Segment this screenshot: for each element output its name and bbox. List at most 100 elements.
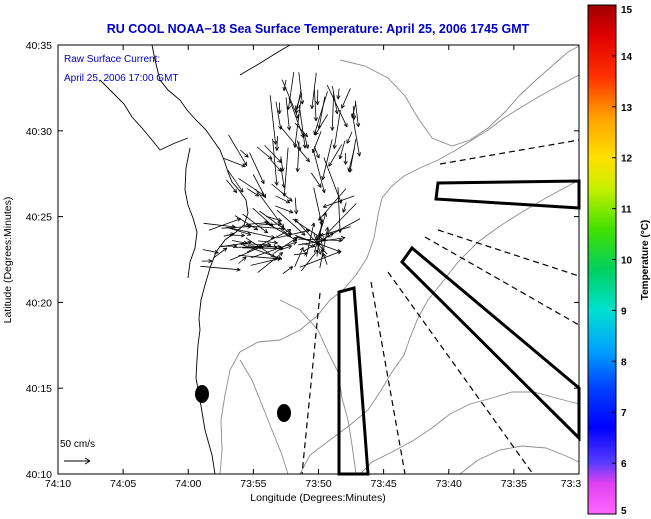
chart-title: RU COOL NOAA−18 Sea Surface Temperature:…	[107, 22, 530, 36]
colorbar-tick-label: 10	[621, 256, 633, 267]
current-vector	[258, 240, 278, 245]
x-tick-label: 74:05	[110, 478, 136, 490]
current-vector	[258, 221, 282, 227]
current-vector	[282, 266, 294, 275]
current-vector	[303, 134, 310, 149]
current-vector	[213, 247, 228, 259]
y-tick-label: 40:15	[26, 383, 52, 395]
current-vector	[341, 88, 351, 109]
dash-line	[437, 229, 580, 277]
current-vector	[280, 245, 292, 251]
current-vector	[282, 79, 287, 91]
colorbar	[587, 4, 617, 515]
current-vector	[247, 188, 260, 197]
contour-1	[219, 74, 580, 475]
current-vector	[297, 238, 343, 243]
current-vector	[240, 149, 249, 158]
annotation-line-2: April 25, 2006 17:00 GMT	[64, 73, 179, 84]
x-axis-label: Longitude (Degrees:Minutes)	[250, 492, 385, 504]
dash-line	[301, 292, 321, 475]
x-tick-label: 73:55	[240, 478, 266, 490]
current-vector	[326, 84, 348, 128]
bay-shoreline	[99, 79, 189, 151]
contour-7	[459, 445, 580, 475]
current-vector	[274, 136, 280, 151]
x-tick-label: 73:35	[501, 478, 527, 490]
current-vector	[312, 131, 322, 154]
current-vector	[228, 134, 248, 166]
colorbar-label: Temperature (°C)	[640, 220, 651, 301]
current-vector	[276, 209, 306, 236]
current-vector	[275, 195, 291, 204]
current-vector	[276, 228, 311, 239]
current-vector	[310, 72, 317, 110]
current-vector	[313, 146, 320, 159]
x-tick-label: 73:40	[436, 478, 462, 490]
y-tick-label: 40:35	[26, 40, 52, 52]
dash-line	[370, 281, 406, 475]
current-vector	[346, 131, 353, 144]
contour-3	[359, 391, 580, 475]
current-vector	[238, 177, 265, 196]
current-vector	[342, 202, 347, 213]
current-vector	[201, 258, 213, 264]
current-vector	[313, 232, 322, 255]
current-vector	[252, 174, 267, 199]
current-vector	[264, 145, 282, 163]
current-vector	[322, 253, 328, 265]
current-vector	[328, 144, 343, 167]
current-vector	[343, 152, 348, 165]
colorbar-tick-label: 6	[621, 459, 627, 470]
colorbar-tick-label: 13	[621, 103, 633, 114]
plot-area: Raw Surface Current: April 25, 2006 17:0…	[26, 40, 582, 490]
current-vector	[227, 227, 276, 240]
current-vector	[321, 139, 333, 181]
current-vector	[234, 215, 259, 231]
current-vector	[354, 100, 361, 128]
contour-2	[299, 179, 580, 475]
current-vector	[332, 86, 339, 115]
y-axis-label: Latitude (Degrees:Minutes)	[2, 197, 14, 324]
current-vector	[271, 183, 293, 202]
current-vector	[226, 179, 238, 193]
current-vector	[320, 226, 351, 237]
current-vector	[269, 95, 278, 145]
current-vector	[293, 101, 302, 148]
current-vector	[348, 138, 357, 173]
coastline	[151, 44, 249, 475]
colorbar-tick-label: 15	[621, 5, 633, 16]
current-vector	[257, 252, 284, 273]
current-vector	[337, 187, 343, 233]
current-vector	[270, 159, 282, 172]
current-vector	[278, 227, 291, 238]
station-marker	[277, 404, 291, 422]
y-tick-label: 40:25	[26, 212, 52, 224]
current-vector	[313, 89, 318, 122]
current-vector	[338, 140, 346, 160]
current-vector	[319, 227, 330, 269]
contour-6	[239, 359, 289, 475]
inner-shoreline	[239, 44, 291, 76]
current-vector	[222, 157, 246, 168]
current-vector	[294, 197, 299, 215]
current-vector	[275, 205, 294, 214]
current-vector	[265, 215, 282, 222]
shore-detail	[184, 147, 198, 279]
current-vector	[313, 91, 328, 135]
current-vector	[238, 256, 247, 264]
x-ticks: 74:10 74:05 74:00 73:55 73:50 73:45 73:40 73:35…	[45, 45, 582, 490]
current-vector	[277, 102, 282, 114]
colorbar-tick-label: 14	[621, 52, 633, 63]
current-vector	[312, 149, 326, 194]
current-vector	[350, 102, 357, 118]
current-vector	[219, 244, 237, 249]
x-tick-label: 73:3	[561, 478, 582, 490]
current-vector	[227, 233, 245, 238]
current-vector	[280, 167, 286, 188]
dash-line	[439, 139, 580, 165]
dash-line	[387, 271, 534, 475]
current-vector	[310, 172, 322, 188]
colorbar-tick-label: 9	[621, 306, 627, 317]
y-tick-label: 40:30	[26, 126, 52, 138]
